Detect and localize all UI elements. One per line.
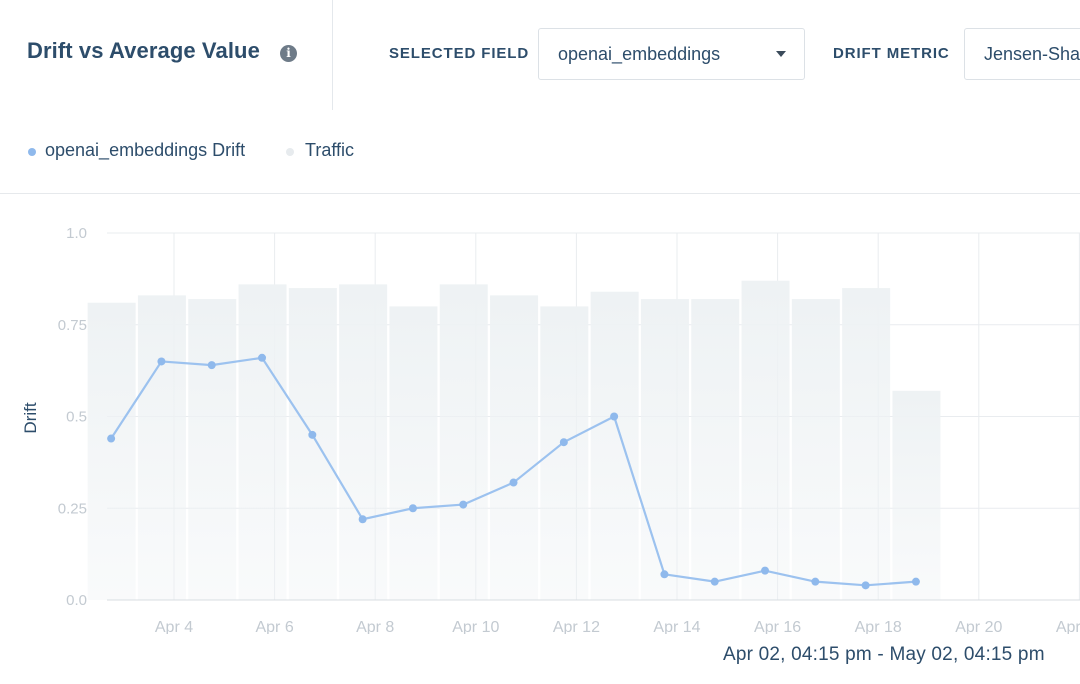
drift-point (559, 438, 568, 447)
y-tick-label: 1.0 (66, 225, 87, 242)
drift-point (710, 577, 719, 586)
selected-field-dropdown[interactable]: openai_embeddings (538, 28, 805, 80)
legend-label-traffic: Traffic (305, 140, 355, 160)
x-tick-label: Apr 6 (255, 619, 293, 634)
x-tick-label: Apr 16 (754, 619, 801, 634)
traffic-bar (892, 390, 941, 600)
traffic-bar (540, 306, 589, 600)
traffic-bar (389, 306, 438, 600)
drift-point (358, 515, 367, 524)
x-tick-label: Apr 14 (653, 619, 700, 634)
y-tick-label: 0.25 (58, 500, 87, 517)
traffic-bar (741, 280, 790, 600)
traffic-bar (439, 284, 488, 600)
traffic-bar (339, 284, 388, 600)
legend-label-drift: openai_embeddings Drift (45, 140, 246, 160)
drift-point (761, 566, 770, 575)
x-tick-label: Apr 12 (553, 619, 600, 634)
drift-point (610, 412, 619, 421)
drift-metric-label: DRIFT METRIC (833, 45, 950, 62)
traffic-bar (791, 299, 840, 600)
chevron-down-icon (776, 51, 786, 57)
y-tick-label: 0.5 (66, 409, 87, 426)
y-axis-label: Drift (21, 402, 40, 433)
drift-point (861, 581, 870, 590)
drift-point (660, 570, 669, 579)
traffic-bar (490, 295, 539, 600)
chart-header: Drift vs Average Value i SELECTED FIELD … (0, 0, 1080, 110)
drift-point (308, 430, 317, 439)
traffic-bar (188, 299, 237, 600)
drift-chart: 0.0 0.25 0.5 0.75 1.0 Apr 4 Apr 6 Apr 8 Apr 10 Ap… (21, 225, 1080, 634)
drift-point (157, 357, 166, 366)
header-divider (332, 0, 333, 110)
selected-field-label: SELECTED FIELD (389, 45, 530, 62)
x-tick-label: Apr 4 (155, 619, 193, 634)
drift-point (258, 353, 267, 362)
x-tick-label: Apr 22 (1056, 619, 1080, 634)
drift-metric-value: Jensen-Shannon (984, 44, 1080, 64)
traffic-bar (842, 288, 891, 600)
x-tick-label: Apr 10 (452, 619, 499, 634)
drift-point (509, 478, 518, 487)
x-tick-label: Apr 18 (855, 619, 902, 634)
y-tick-label: 0.75 (58, 317, 87, 334)
legend-dot-traffic (286, 148, 294, 156)
selected-field-value: openai_embeddings (558, 44, 721, 64)
drift-point (911, 577, 920, 586)
traffic-bar (288, 288, 337, 600)
drift-point (207, 361, 216, 370)
drift-point (459, 500, 468, 509)
traffic-bar (691, 299, 740, 600)
time-range: Apr 02, 04:15 pm - May 02, 04:15 pm (723, 644, 1045, 665)
legend-divider (0, 193, 1080, 194)
traffic-bar (87, 302, 136, 600)
drift-point (811, 577, 820, 586)
traffic-bar (137, 295, 186, 600)
x-tick-label: Apr 20 (955, 619, 1002, 634)
traffic-bar (590, 291, 639, 600)
legend-dot-drift (28, 148, 36, 156)
drift-metric-dropdown[interactable]: Jensen-Shannon (964, 28, 1080, 80)
chart-title: Drift vs Average Value (27, 38, 260, 63)
traffic-bar (238, 284, 287, 600)
drift-point (107, 434, 116, 443)
y-tick-label: 0.0 (66, 592, 87, 609)
drift-point (408, 504, 417, 513)
info-icon[interactable]: i (280, 45, 297, 62)
x-tick-label: Apr 8 (356, 619, 394, 634)
traffic-bar (640, 299, 689, 600)
